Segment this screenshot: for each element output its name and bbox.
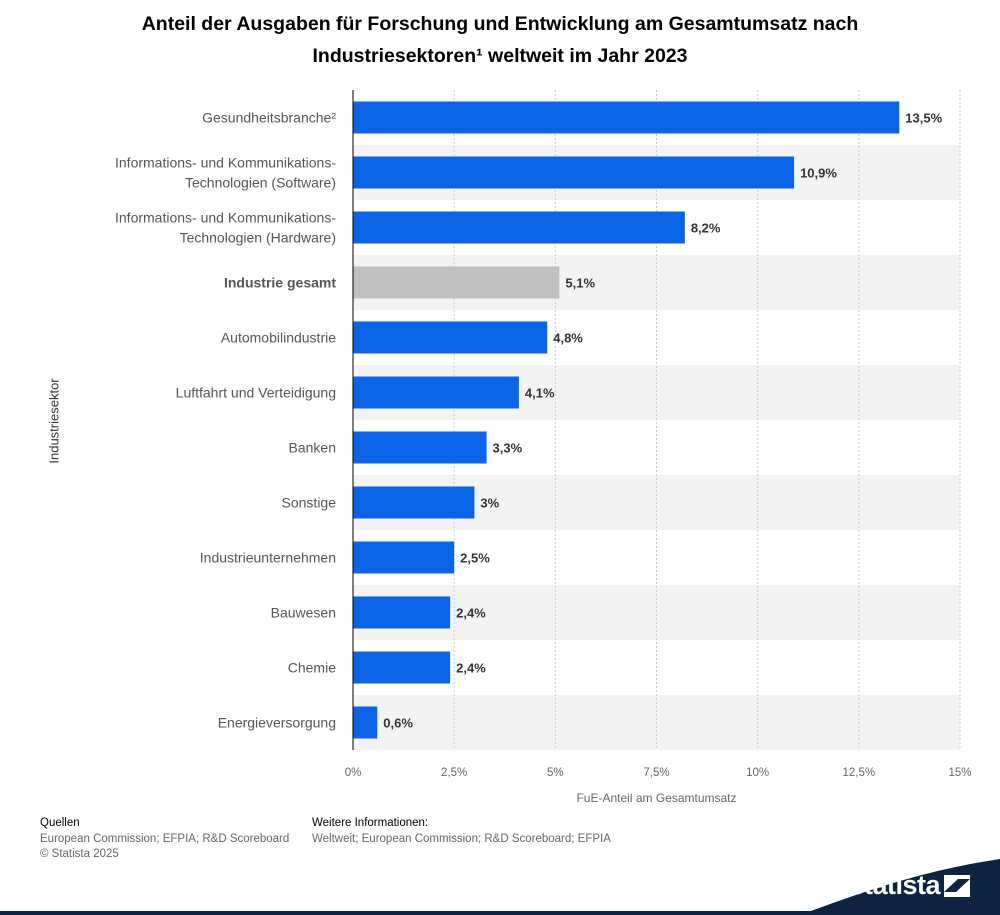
chart-title: Anteil der Ausgaben für Forschung und En… (60, 8, 940, 72)
chart-title-line-1: Anteil der Ausgaben für Forschung und En… (141, 13, 859, 35)
footer-bar (0, 911, 1000, 915)
bar (353, 486, 475, 519)
sources-block: Quellen European Commission; EFPIA; R&D … (40, 816, 289, 863)
bar (353, 211, 685, 244)
category-label-line: Informations- und Kommunikations- (115, 155, 336, 171)
value-label: 2,5% (460, 551, 490, 566)
category-label-line: Energieversorgung (218, 715, 336, 731)
x-axis-title: FuE-Anteil am Gesamtumsatz (576, 791, 736, 805)
statista-logo[interactable]: statista (800, 853, 1000, 915)
category-label-line: Chemie (288, 660, 336, 676)
bar (353, 431, 487, 464)
category-label: Banken (289, 440, 336, 456)
bar (353, 321, 548, 354)
copyright: © Statista 2025 (40, 848, 119, 860)
bar (353, 376, 519, 409)
value-label: 4,8% (553, 331, 583, 346)
bar (353, 541, 455, 574)
value-label: 0,6% (383, 716, 413, 731)
value-label: 3% (480, 496, 499, 511)
value-label: 10,9% (800, 166, 837, 181)
y-axis-title: Industriesektor (46, 378, 62, 464)
more-info-heading: Weitere Informationen: (312, 817, 429, 829)
value-label: 2,4% (456, 661, 486, 676)
sources-text: European Commission; EFPIA; R&D Scoreboa… (40, 832, 290, 845)
value-label: 2,4% (456, 606, 486, 621)
category-label: Automobilindustrie (221, 330, 336, 346)
category-label: Luftfahrt und Verteidigung (176, 385, 336, 401)
x-tick-label: 5% (547, 767, 564, 779)
category-label: Informations- und Kommunikations- Technol… (115, 155, 336, 191)
category-label: Industrieunternehmen (200, 550, 336, 566)
bar (353, 706, 378, 739)
value-label: 8,2% (691, 221, 721, 236)
category-label-line: Informations- und Kommunikations- (115, 210, 336, 226)
x-tick-label: 7,5% (643, 767, 669, 779)
x-tick-label: 12,5% (843, 767, 876, 779)
category-label: Industrie gesamt (224, 275, 336, 291)
category-label-line: Banken (289, 440, 336, 456)
bar (353, 651, 451, 684)
x-tick-label: 0% (345, 767, 362, 779)
category-label-line: Bauwesen (271, 605, 336, 621)
category-label: Sonstige (282, 495, 337, 511)
category-label: Energieversorgung (218, 715, 336, 731)
bar (353, 156, 795, 189)
bar (353, 101, 900, 134)
category-label: Bauwesen (271, 605, 336, 621)
category-label-line: Technologien (Hardware) (180, 230, 336, 246)
bar (353, 596, 451, 629)
category-label-line: Technologien (Software) (185, 175, 336, 191)
category-label: Informations- und Kommunikations- Technol… (115, 210, 336, 246)
category-label-line: Automobilindustrie (221, 330, 336, 346)
bar (353, 266, 560, 299)
category-label-line: Gesundheitsbranche² (202, 110, 336, 126)
category-label-line: Industrie gesamt (224, 275, 336, 291)
category-label-line: Luftfahrt und Verteidigung (176, 385, 336, 401)
category-label: Chemie (288, 660, 336, 676)
category-label-line: Industrieunternehmen (200, 550, 336, 566)
more-info-block: Weitere Informationen: Weltweit; Europea… (312, 816, 611, 847)
x-tick-label: 2,5% (441, 767, 467, 779)
x-tick-label: 15% (948, 767, 971, 779)
statista-logo-icon (944, 875, 970, 897)
value-label: 5,1% (565, 276, 595, 291)
value-label: 3,3% (493, 441, 523, 456)
category-label: Gesundheitsbranche² (202, 110, 336, 126)
value-label: 13,5% (905, 111, 942, 126)
x-tick-label: 10% (746, 767, 769, 779)
chart-title-line-2: Industriesektoren¹ weltweit im Jahr 2023 (312, 45, 688, 67)
logo-text: statista (849, 870, 940, 900)
sources-heading: Quellen (40, 817, 80, 829)
logo-swoosh (800, 859, 1000, 915)
value-label: 4,1% (525, 386, 555, 401)
category-label-line: Sonstige (282, 495, 337, 511)
more-info-text: Weltweit; European Commission; R&D Score… (312, 832, 611, 845)
